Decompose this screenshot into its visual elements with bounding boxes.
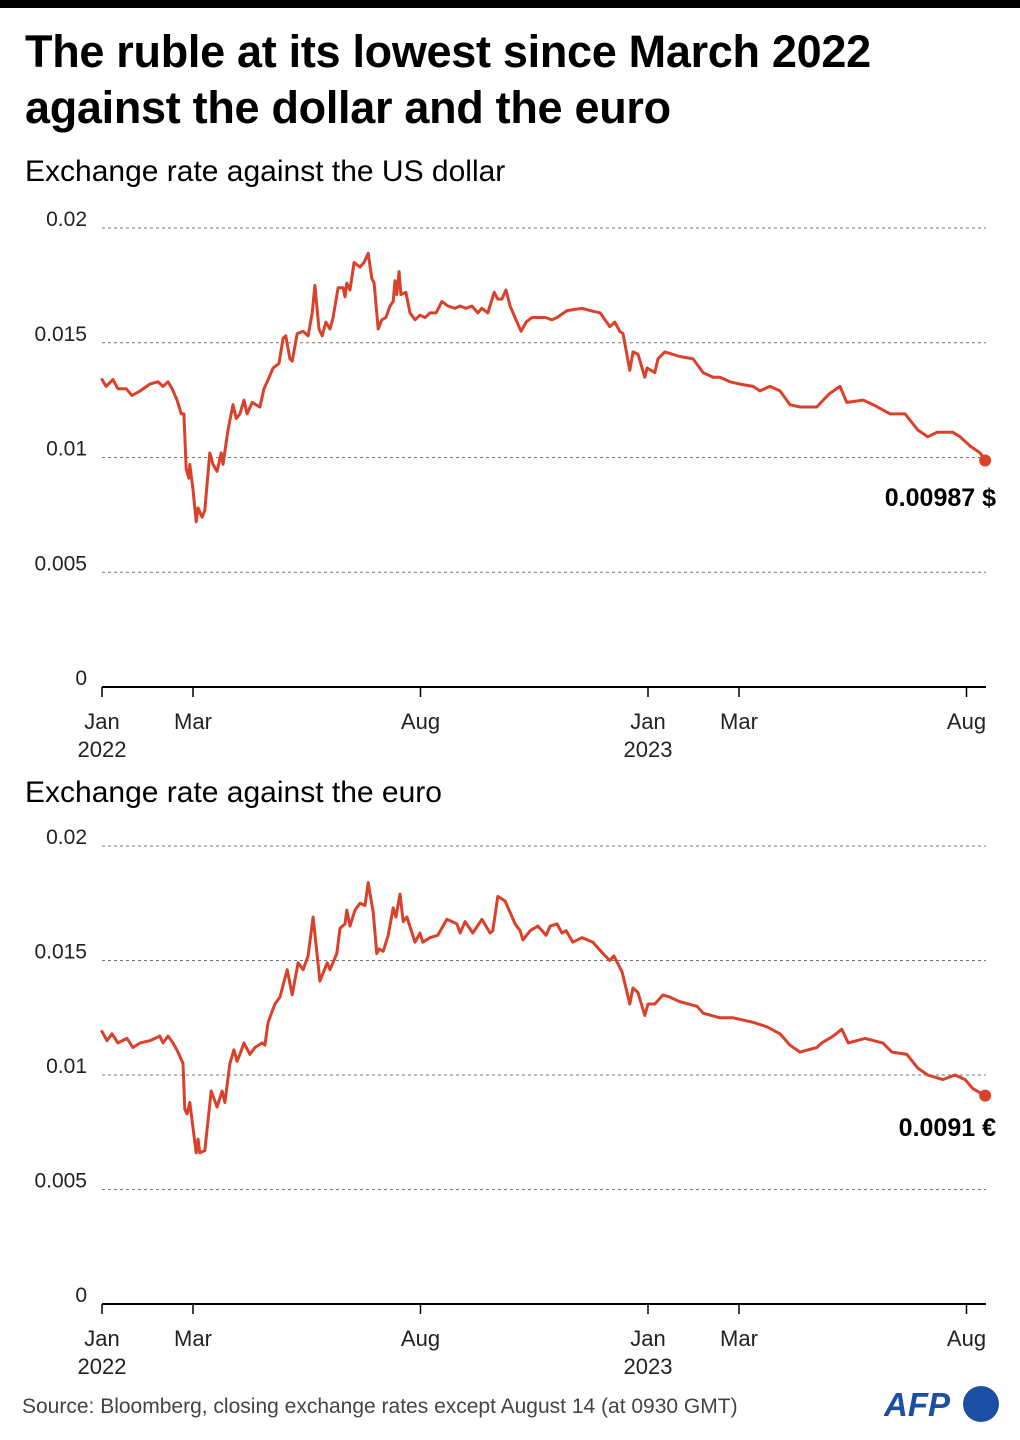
x-tick-label: Aug xyxy=(401,1326,440,1351)
y-tick-label: 0.02 xyxy=(46,208,87,231)
y-tick-label: 0.01 xyxy=(46,438,87,461)
y-tick-label: 0.02 xyxy=(46,826,87,849)
afp-logo-text: AFP xyxy=(884,1386,951,1423)
x-tick-label: Jan xyxy=(630,709,665,734)
y-tick-label: 0 xyxy=(75,667,87,690)
source-note: Source: Bloomberg, closing exchange rate… xyxy=(22,1395,738,1418)
chart-title-usd: Exchange rate against the US dollar xyxy=(25,155,506,188)
afp-logo: AFP xyxy=(884,1386,999,1423)
series-line-rub-eur xyxy=(100,881,987,1155)
x-tick-label: Jan xyxy=(84,1326,119,1351)
y-tick-label: 0.015 xyxy=(34,323,87,346)
x-tick-label: Mar xyxy=(720,1326,758,1351)
x-tick-year-label: 2022 xyxy=(78,1354,127,1379)
page-title: The ruble at its lowest since March 2022… xyxy=(25,26,871,133)
top-bar xyxy=(0,0,1020,8)
end-value-label: 0.00987 $ xyxy=(885,484,996,512)
x-tick-label: Jan xyxy=(630,1326,665,1351)
x-tick-label: Aug xyxy=(947,709,986,734)
y-tick-label: 0.015 xyxy=(34,941,87,964)
x-tick-label: Mar xyxy=(174,709,212,734)
y-tick-label: 0.005 xyxy=(34,1170,87,1193)
end-point-marker xyxy=(979,454,992,467)
end-point-marker xyxy=(979,1089,992,1102)
x-tick-year-label: 2023 xyxy=(624,1354,673,1379)
x-tick-label: Mar xyxy=(720,709,758,734)
end-value-label: 0.0091 € xyxy=(899,1114,996,1142)
x-tick-label: Aug xyxy=(401,709,440,734)
x-tick-label: Jan xyxy=(84,709,119,734)
y-tick-label: 0 xyxy=(75,1284,87,1307)
y-tick-label: 0.01 xyxy=(46,1055,87,1078)
x-tick-label: Mar xyxy=(174,1326,212,1351)
afp-logo-circle xyxy=(963,1386,999,1422)
x-tick-year-label: 2022 xyxy=(78,737,127,762)
chart-title-eur: Exchange rate against the euro xyxy=(25,776,442,809)
y-tick-label: 0.005 xyxy=(34,552,87,575)
x-tick-label: Aug xyxy=(947,1326,986,1351)
series-line-rub-usd xyxy=(100,251,987,524)
x-tick-year-label: 2023 xyxy=(624,737,673,762)
